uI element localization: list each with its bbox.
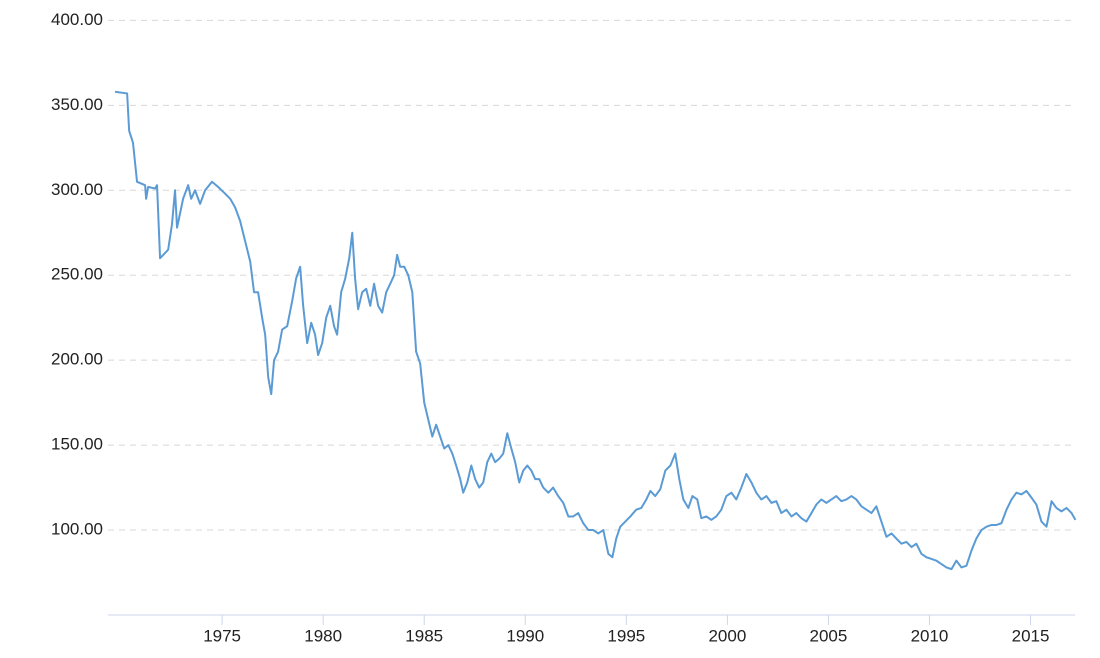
y-tick-label: 200.00 [51, 350, 103, 369]
y-tick-label: 150.00 [51, 435, 103, 454]
y-tick-label: 300.00 [51, 180, 103, 199]
x-tick-label: 2015 [1012, 626, 1050, 645]
x-tick-label: 1975 [203, 626, 241, 645]
line [114, 90, 1077, 571]
y-tick-label: 250.00 [51, 265, 103, 284]
x-tick-label: 1990 [506, 626, 544, 645]
x-tick-label: 2000 [708, 626, 746, 645]
x-tick-label: 2010 [911, 626, 949, 645]
x-tick-label: 1985 [405, 626, 443, 645]
y-tick-label: 100.00 [51, 520, 103, 539]
x-tick-label: 1980 [304, 626, 342, 645]
x-tick-label: 2005 [810, 626, 848, 645]
y-tick-label: 400.00 [51, 10, 103, 29]
y-tick-label: 350.00 [51, 95, 103, 114]
x-tick-label: 1995 [607, 626, 645, 645]
